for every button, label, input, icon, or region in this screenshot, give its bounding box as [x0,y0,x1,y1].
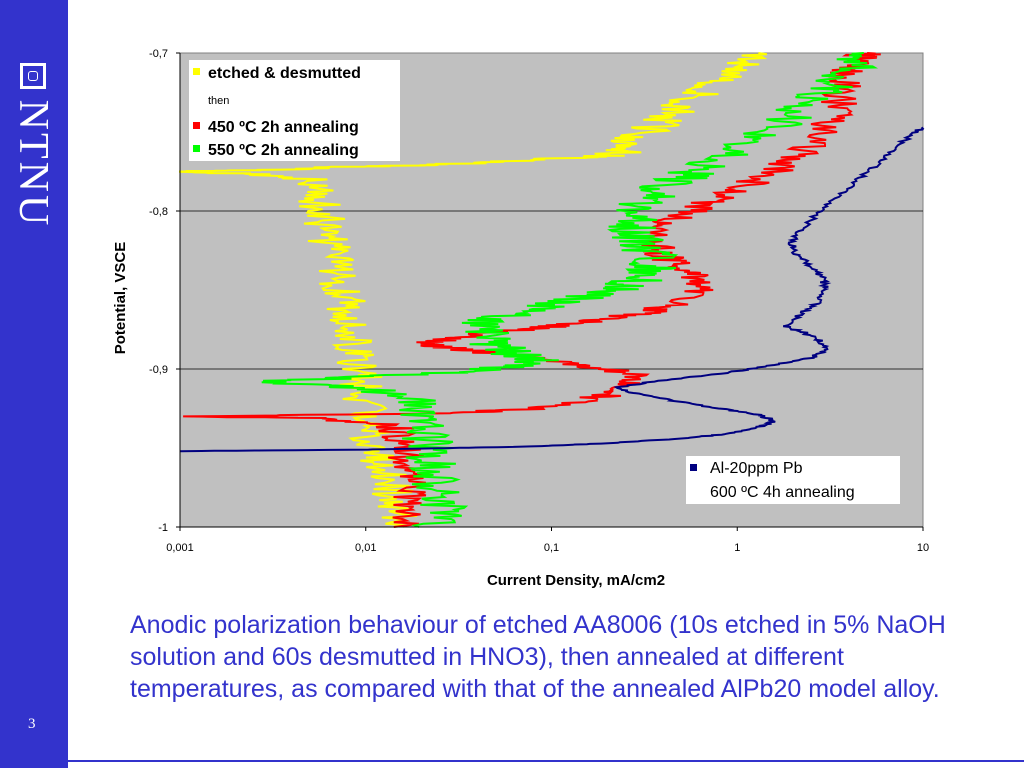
series-lines [179,52,925,528]
y-tick-label: -0,8 [149,206,168,218]
series-line [261,52,879,528]
axes: -0,7 -0,8 -0,9 -1 0,001 0,01 0,1 1 10 [149,48,929,554]
x-tick-label: 0,01 [355,542,376,554]
bottom-border [68,760,1024,762]
legend-label: etched & desmutted [208,65,361,82]
legend-swatch-green [193,145,200,152]
legend-label: 450 ºC 2h annealing [208,119,359,136]
legend-bottom: Al-20ppm Pb 600 ºC 4h annealing [686,456,900,504]
polarization-chart: -0,7 -0,8 -0,9 -1 0,001 0,01 0,1 1 10 Current De… [112,48,929,589]
y-tick-label: -0,9 [149,364,168,376]
x-tick-label: 1 [734,542,740,554]
y-tick-label: -0,7 [149,48,168,60]
x-tick-label: 0,1 [544,542,559,554]
sidebar: NTNU 3 [0,0,68,768]
legend-label: 550 ºC 2h annealing [208,142,359,159]
x-tick-label: 10 [917,542,929,554]
legend-swatch-navy [690,464,697,471]
ntnu-logo-icon [20,63,46,89]
legend-label: 600 ºC 4h annealing [710,484,855,501]
y-axis-label: Potential, VSCE [112,242,129,355]
slide-caption: Anodic polarization behaviour of etched … [130,611,946,703]
x-axis-label: Current Density, mA/cm2 [487,572,665,589]
series-line [179,126,925,453]
y-tick-label: -1 [158,522,168,534]
series-line [183,52,881,528]
legend-label: then [208,95,229,107]
x-tick-label: 0,001 [166,542,194,554]
legend-label: Al-20ppm Pb [710,460,803,477]
legend-top: etched & desmutted then 450 ºC 2h anneal… [189,60,400,161]
grid-lines [180,210,923,370]
legend-swatch-red [193,122,200,129]
page-number: 3 [28,716,36,732]
legend-swatch-yellow [193,68,200,75]
